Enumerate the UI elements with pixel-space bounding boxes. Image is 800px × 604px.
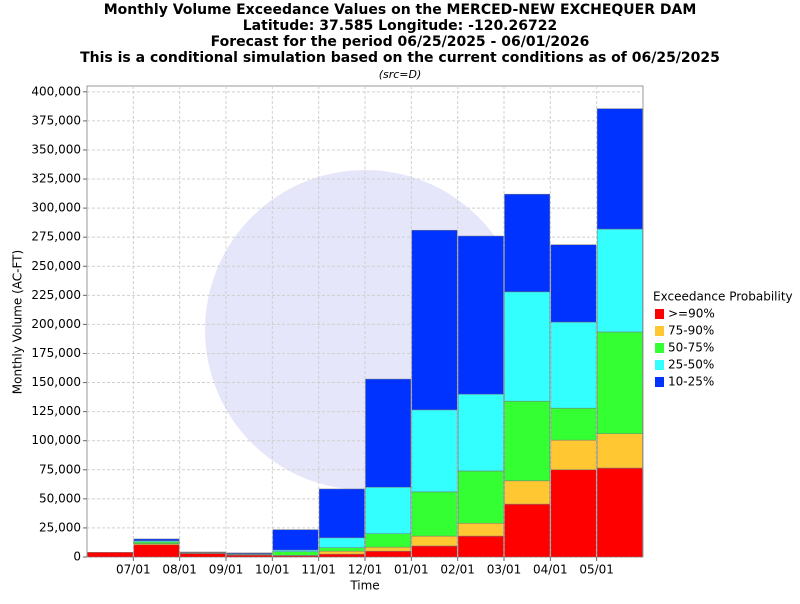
x-tick-label: 10/01 [255,563,290,577]
legend-title: Exceedance Probability [653,290,793,304]
x-tick-label: 08/01 [162,563,197,577]
bar-segment [458,536,503,557]
bar-segment [134,542,179,544]
bar-segment [412,546,457,557]
bar-segment [412,230,457,410]
legend-swatch [655,326,664,336]
y-tick-label: 200,000 [31,317,81,331]
bar-segment [412,492,457,536]
bar-segment [551,470,596,557]
legend-label: 10-25% [668,375,714,389]
bar-segment [180,554,225,557]
bar-segment [319,548,364,551]
subtitle: This is a conditional simulation based o… [80,50,720,66]
bar-segment [366,534,411,547]
y-tick-label: 150,000 [31,375,81,389]
chart-title: Monthly Volume Exceedance Values on the … [104,2,697,18]
bar-segment [227,555,272,557]
subtitle: Forecast for the period 06/25/2025 - 06/… [211,34,590,50]
bar-segment [597,332,642,434]
legend-swatch [655,360,664,370]
bar-segment [505,481,550,504]
legend-label: >=90% [668,307,715,321]
bar-segment [319,538,364,548]
bar-segment [412,410,457,492]
bar-segment [458,236,503,394]
x-tick-label: 03/01 [487,563,522,577]
y-tick-label: 100,000 [31,433,81,447]
bar-segment [366,379,411,487]
bar-segment [273,530,318,550]
bar-segment [551,322,596,408]
legend-swatch [655,309,664,319]
legend-swatch [655,343,664,353]
bar-segment [319,489,364,538]
y-tick-label: 25,000 [39,520,81,534]
y-tick-label: 375,000 [31,113,81,127]
bar-segment [134,545,179,557]
y-tick-label: 50,000 [39,491,81,505]
bar-segment [134,539,179,541]
x-axis-label: Time [349,579,379,593]
bar-segment [458,523,503,536]
bar-segment [597,434,642,468]
x-tick-label: 12/01 [348,563,383,577]
bar-segment [505,401,550,481]
bar-segment [366,487,411,534]
x-tick-label: 11/01 [301,563,336,577]
legend-label: 25-50% [668,358,714,372]
bar-segment [597,468,642,557]
bar-segment [227,553,272,554]
bar-segment [505,292,550,401]
x-tick-label: 07/01 [116,563,151,577]
bar-segment [273,552,318,555]
bar-segment [551,245,596,322]
legend-swatch [655,377,664,387]
bar-segment [366,547,411,551]
y-tick-label: 300,000 [31,201,81,215]
y-tick-label: 125,000 [31,404,81,418]
legend-label: 50-75% [668,341,714,355]
bar-segment [597,109,642,229]
x-tick-label: 05/01 [579,563,614,577]
bar-segment [412,536,457,546]
legend-label: 75-90% [668,324,714,338]
x-tick-label: 02/01 [440,563,475,577]
bar-segment [88,552,133,557]
y-tick-label: 75,000 [39,462,81,476]
bar-segment [458,471,503,523]
bar-segment [551,408,596,440]
y-tick-label: 275,000 [31,230,81,244]
bar-segment [366,551,411,557]
y-tick-label: 225,000 [31,288,81,302]
y-tick-label: 175,000 [31,346,81,360]
subtitle: Latitude: 37.585 Longitude: -120.26722 [243,18,557,34]
y-axis-label: Monthly Volume (AC-FT) [11,250,25,394]
bar-segment [319,554,364,557]
y-tick-label: 400,000 [31,84,81,98]
x-tick-label: 09/01 [209,563,244,577]
x-tick-label: 04/01 [533,563,568,577]
note: (src=D) [379,68,422,81]
y-tick-label: 0 [73,550,81,564]
y-tick-label: 325,000 [31,172,81,186]
x-tick-label: 01/01 [394,563,429,577]
bar-segment [505,504,550,557]
bar-segment [597,229,642,332]
bar-segment [458,394,503,471]
bar-segment [319,551,364,554]
y-tick-label: 350,000 [31,142,81,156]
bar-segment [273,550,318,552]
y-tick-label: 250,000 [31,259,81,273]
bar-segment [551,440,596,470]
bar-segment [505,194,550,292]
